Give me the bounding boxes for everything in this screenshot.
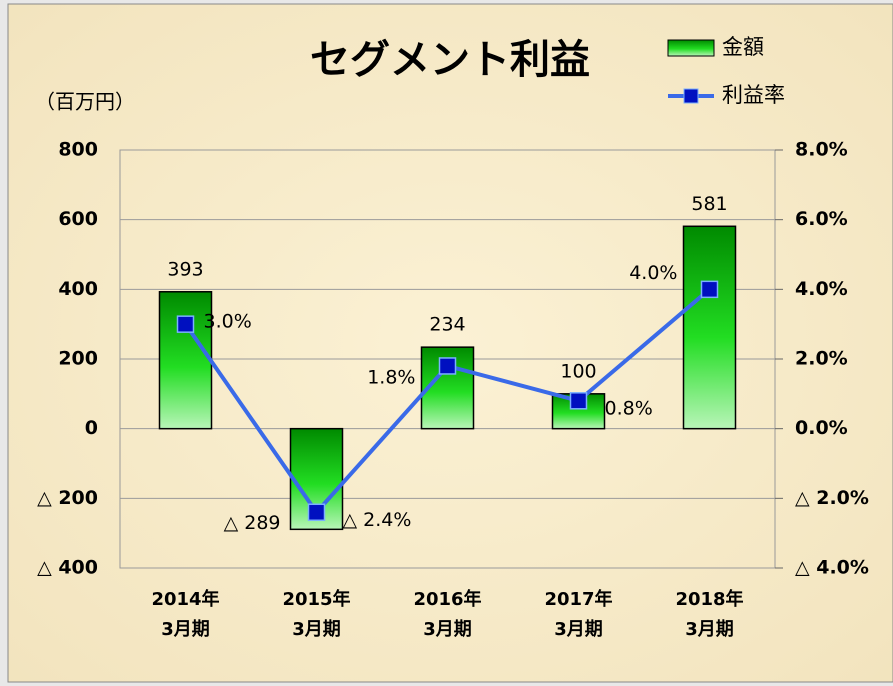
line-value-label: 3.0% bbox=[204, 311, 252, 333]
bar-value-label: 393 bbox=[167, 258, 203, 280]
bar bbox=[682, 225, 737, 430]
x-tick-label: 2017年 3月期 bbox=[544, 588, 612, 640]
x-tick-label: 2014年 3月期 bbox=[151, 588, 219, 640]
marker bbox=[176, 315, 195, 333]
line-value-label: △ 2.4% bbox=[343, 509, 412, 531]
y2-tick-label: △ 2.0% bbox=[795, 487, 869, 509]
line-value-label: 4.0% bbox=[629, 262, 677, 284]
y-axis-label: （百万円） bbox=[35, 90, 135, 114]
x-tick-label: 2015年 3月期 bbox=[282, 588, 350, 640]
y2-tick-label: 6.0% bbox=[795, 208, 848, 230]
bar-value-label: 581 bbox=[691, 193, 727, 215]
y-tick-label: 600 bbox=[58, 208, 98, 230]
y2-tick-label: 4.0% bbox=[795, 278, 848, 300]
line-value-label: 1.8% bbox=[367, 366, 415, 388]
y2-tick-label: 8.0% bbox=[795, 139, 848, 161]
marker bbox=[438, 357, 457, 375]
y-tick-label: 0 bbox=[85, 417, 98, 439]
y-tick-label: △ 200 bbox=[37, 487, 98, 509]
marker bbox=[569, 392, 588, 410]
marker bbox=[307, 503, 326, 522]
bar-value-label: △ 289 bbox=[224, 512, 281, 534]
y-tick-label: 400 bbox=[58, 278, 98, 300]
bar bbox=[158, 291, 213, 430]
y2-tick-label: △ 4.0% bbox=[795, 557, 869, 579]
y2-tick-label: 0.0% bbox=[795, 417, 848, 439]
x-tick-label: 2018年 3月期 bbox=[675, 588, 743, 640]
legend-marker bbox=[683, 88, 699, 104]
bar-value-label: 234 bbox=[429, 314, 465, 336]
background bbox=[7, 3, 893, 683]
legend-label: 金額 bbox=[722, 35, 764, 59]
y-tick-label: △ 400 bbox=[37, 557, 98, 579]
y2-tick-label: 2.0% bbox=[795, 348, 848, 370]
y-tick-label: 200 bbox=[58, 348, 98, 370]
legend-swatch-bar bbox=[667, 39, 715, 57]
bar-value-label: 100 bbox=[560, 360, 596, 382]
line-value-label: 0.8% bbox=[605, 397, 653, 419]
marker bbox=[700, 280, 719, 299]
y-tick-label: 800 bbox=[58, 139, 98, 161]
legend-label: 利益率 bbox=[722, 83, 785, 107]
x-tick-label: 2016年 3月期 bbox=[413, 588, 481, 640]
chart-title: セグメント利益 bbox=[310, 37, 590, 83]
